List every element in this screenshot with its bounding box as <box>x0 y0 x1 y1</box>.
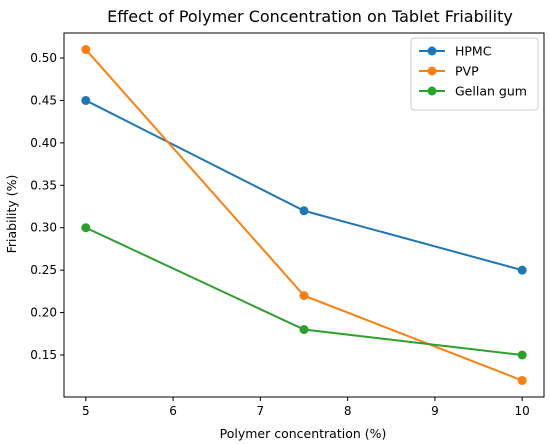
legend-marker-gellan-gum <box>427 86 437 96</box>
data-point-gellan-gum <box>517 350 527 360</box>
data-point-hpmc <box>81 95 91 105</box>
y-axis: 0.15 0.20 0.25 0.30 0.35 0.40 0.45 0.50 <box>30 51 64 362</box>
x-tick-label: 7 <box>257 404 265 418</box>
x-axis-label: Polymer concentration (%) <box>220 426 387 441</box>
legend-label-pvp: PVP <box>455 64 479 79</box>
legend-marker-hpmc <box>427 46 437 56</box>
x-tick-label: 8 <box>344 404 352 418</box>
y-tick-label: 0.50 <box>30 51 57 65</box>
data-point-hpmc <box>517 265 527 275</box>
data-point-gellan-gum <box>81 223 91 233</box>
legend-label-gellan-gum: Gellan gum <box>455 84 527 99</box>
data-point-pvp <box>81 45 91 55</box>
plot-frame <box>63 32 545 398</box>
series-line-hpmc <box>85 99 523 272</box>
y-tick-label: 0.45 <box>30 93 57 107</box>
y-tick-label: 0.25 <box>30 263 57 277</box>
y-tick-label: 0.35 <box>30 178 57 192</box>
data-point-hpmc <box>299 206 309 216</box>
x-tick-label: 9 <box>431 404 439 418</box>
legend-label-hpmc: HPMC <box>455 44 492 59</box>
legend-marker-pvp <box>427 66 437 76</box>
x-tick-label: 10 <box>515 404 530 418</box>
data-point-pvp <box>299 291 309 301</box>
data-point-gellan-gum <box>299 325 309 335</box>
y-tick-label: 0.40 <box>30 136 57 150</box>
series-layer <box>81 45 527 385</box>
x-tick-label: 6 <box>169 404 177 418</box>
x-tick-label: 5 <box>82 404 90 418</box>
legend: HPMC PVP Gellan gum <box>410 37 539 111</box>
y-tick-label: 0.15 <box>30 348 57 362</box>
data-point-pvp <box>517 375 527 385</box>
y-tick-label: 0.20 <box>30 306 57 320</box>
chart-title: Effect of Polymer Concentration on Table… <box>107 7 513 26</box>
y-axis-label: Friability (%) <box>4 175 19 254</box>
y-tick-label: 0.30 <box>30 221 57 235</box>
x-axis: 5 6 7 8 9 10 <box>82 397 530 418</box>
